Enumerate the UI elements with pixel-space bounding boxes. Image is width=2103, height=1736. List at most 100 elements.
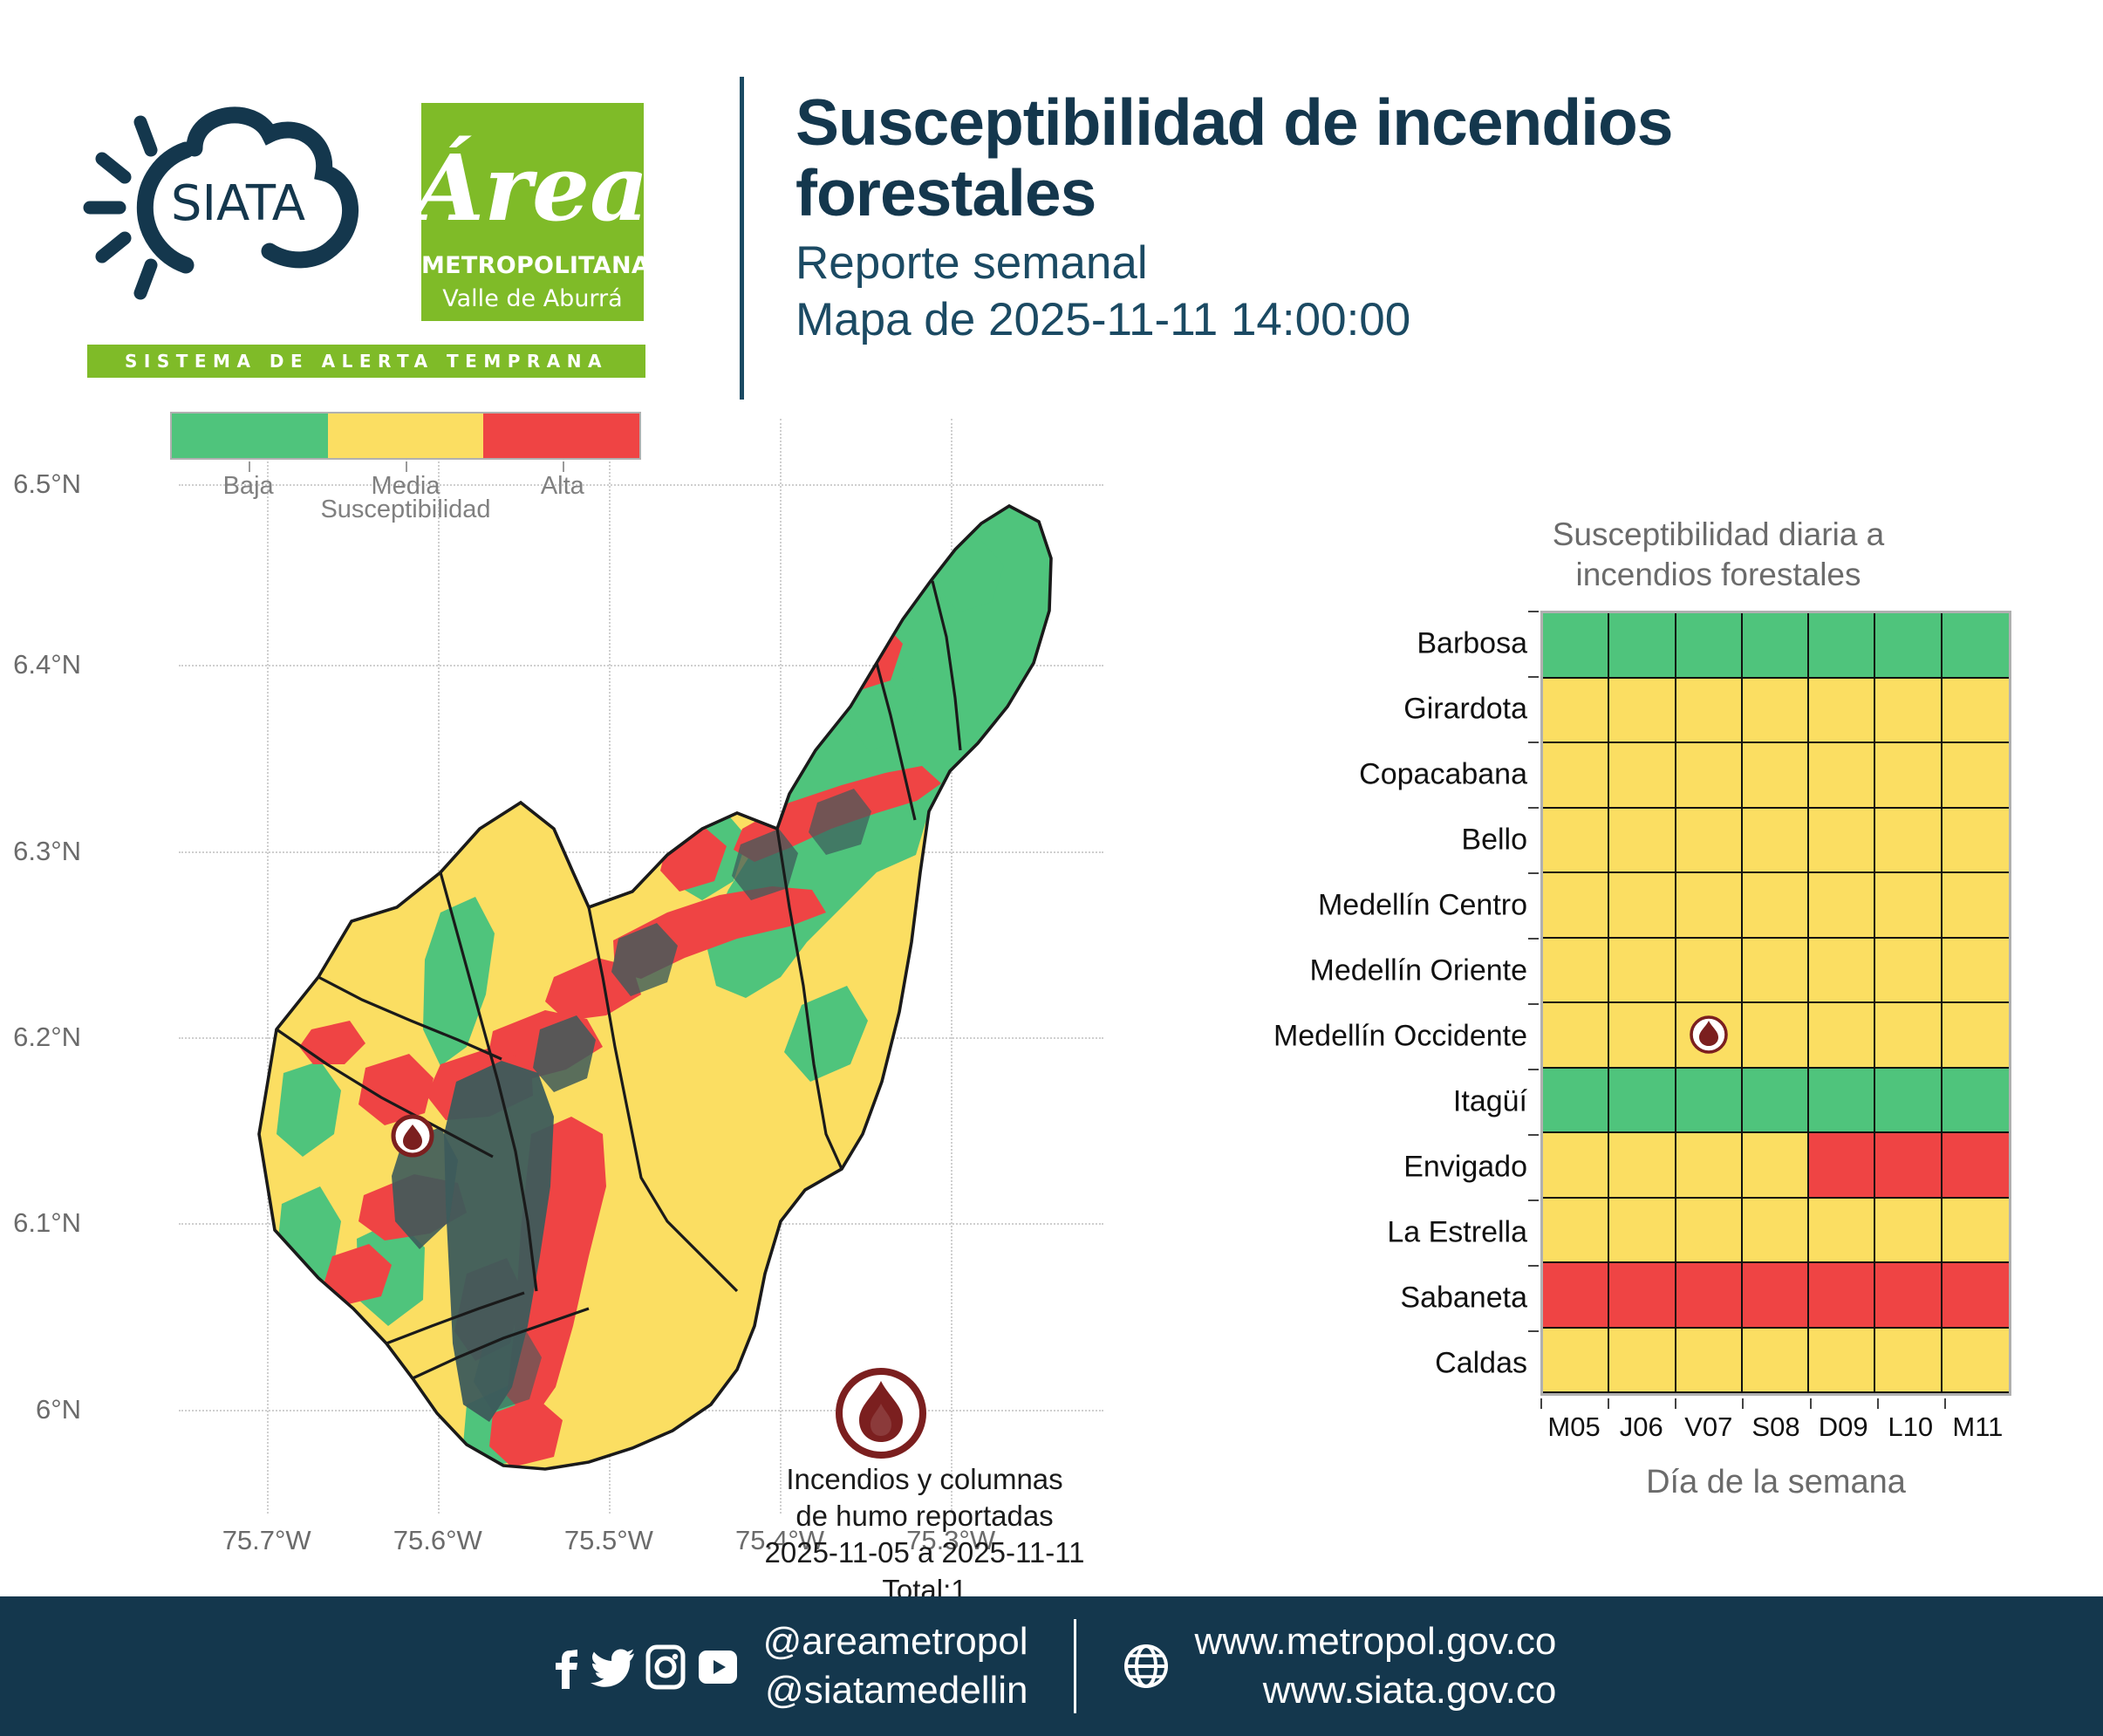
heatmap-cell[interactable] bbox=[1942, 1263, 2009, 1329]
heatmap-cell[interactable] bbox=[1676, 678, 1743, 743]
heatmap-cell[interactable] bbox=[1942, 1133, 2009, 1199]
heatmap-cell[interactable] bbox=[1809, 938, 1876, 1003]
heatmap-cell[interactable] bbox=[1676, 613, 1743, 679]
heatmap-cell[interactable] bbox=[1875, 678, 1943, 743]
heatmap-cell[interactable] bbox=[1809, 678, 1876, 743]
handle-areametropol[interactable]: @areametropol bbox=[762, 1619, 1028, 1663]
heatmap-cell[interactable] bbox=[1809, 1068, 1876, 1133]
susceptibility-heatmap[interactable] bbox=[1540, 611, 2011, 1396]
heatmap-cell[interactable] bbox=[1875, 1133, 1943, 1199]
heatmap-cell[interactable] bbox=[1742, 1068, 1810, 1133]
heatmap-cell[interactable] bbox=[1809, 1328, 1876, 1393]
instagram-icon[interactable] bbox=[645, 1642, 686, 1691]
heatmap-cell[interactable] bbox=[1742, 1198, 1810, 1263]
heatmap-cell[interactable] bbox=[1742, 1003, 1810, 1069]
heatmap-cell[interactable] bbox=[1942, 1003, 2009, 1069]
heatmap-cell[interactable] bbox=[1875, 1263, 1943, 1329]
heatmap-cell[interactable] bbox=[1676, 1263, 1743, 1329]
fire-icon bbox=[836, 1368, 926, 1459]
heatmap-cell[interactable] bbox=[1676, 808, 1743, 873]
heatmap-cell[interactable] bbox=[1676, 1133, 1743, 1199]
heatmap-row-label: Girardota bbox=[1403, 692, 1527, 725]
heatmap-cell[interactable] bbox=[1875, 613, 1943, 679]
heatmap-cell[interactable] bbox=[1609, 808, 1676, 873]
heatmap-cell[interactable] bbox=[1676, 938, 1743, 1003]
heatmap-cell[interactable] bbox=[1809, 1198, 1876, 1263]
heatmap-cell[interactable] bbox=[1609, 1133, 1676, 1199]
facebook-icon[interactable] bbox=[547, 1642, 582, 1691]
heatmap-cell[interactable] bbox=[1742, 1133, 1810, 1199]
heatmap-col-tick bbox=[1540, 1398, 1542, 1409]
heatmap-cell[interactable] bbox=[1609, 1198, 1676, 1263]
heatmap-cell[interactable] bbox=[1942, 938, 2009, 1003]
heatmap-cell[interactable] bbox=[1543, 1198, 1610, 1263]
heatmap-cell[interactable] bbox=[1742, 1263, 1810, 1329]
web-group: www.metropol.gov.co www.siata.gov.co bbox=[1122, 1617, 1557, 1716]
heatmap-cell[interactable] bbox=[1942, 678, 2009, 743]
heatmap-cell[interactable] bbox=[1875, 1003, 1943, 1069]
heatmap-cell[interactable] bbox=[1942, 873, 2009, 939]
heatmap-cell[interactable] bbox=[1809, 1003, 1876, 1069]
heatmap-cell[interactable] bbox=[1942, 743, 2009, 809]
heatmap-cell[interactable] bbox=[1609, 613, 1676, 679]
heatmap-cell[interactable] bbox=[1875, 808, 1943, 873]
heatmap-cell[interactable] bbox=[1942, 1328, 2009, 1393]
heatmap-cell[interactable] bbox=[1609, 1263, 1676, 1329]
heatmap-cell[interactable] bbox=[1543, 1263, 1610, 1329]
heatmap-cell[interactable] bbox=[1676, 1328, 1743, 1393]
heatmap-cell[interactable] bbox=[1543, 613, 1610, 679]
heatmap-cell[interactable] bbox=[1609, 743, 1676, 809]
heatmap-cell[interactable] bbox=[1609, 1003, 1676, 1069]
heatmap-cell[interactable] bbox=[1742, 938, 1810, 1003]
heatmap-cell[interactable] bbox=[1676, 1198, 1743, 1263]
heatmap-cell[interactable] bbox=[1676, 743, 1743, 809]
heatmap-cell[interactable] bbox=[1543, 1003, 1610, 1069]
heatmap-cell[interactable] bbox=[1742, 613, 1810, 679]
heatmap-cell[interactable] bbox=[1742, 678, 1810, 743]
twitter-icon[interactable] bbox=[590, 1642, 636, 1691]
youtube-icon[interactable] bbox=[695, 1642, 741, 1691]
heatmap-cell[interactable] bbox=[1676, 1068, 1743, 1133]
heatmap-cell[interactable] bbox=[1609, 1328, 1676, 1393]
heatmap-cell[interactable] bbox=[1875, 938, 1943, 1003]
heatmap-cell[interactable] bbox=[1676, 1003, 1743, 1069]
legend-ticks: Baja Media Alta bbox=[170, 461, 641, 500]
heatmap-cell[interactable] bbox=[1543, 1328, 1610, 1393]
heatmap-cell[interactable] bbox=[1809, 873, 1876, 939]
page-header: SIATA Área METROPOLITANA Valle de Aburrá… bbox=[0, 0, 2103, 401]
link-siata[interactable]: www.siata.gov.co bbox=[1262, 1669, 1557, 1712]
heatmap-cell[interactable] bbox=[1543, 743, 1610, 809]
heatmap-cell[interactable] bbox=[1543, 678, 1610, 743]
heatmap-cell[interactable] bbox=[1543, 873, 1610, 939]
heatmap-cell[interactable] bbox=[1543, 1068, 1610, 1133]
heatmap-cell[interactable] bbox=[1609, 938, 1676, 1003]
heatmap-cell[interactable] bbox=[1942, 1068, 2009, 1133]
heatmap-cell[interactable] bbox=[1742, 743, 1810, 809]
heatmap-cell[interactable] bbox=[1809, 1263, 1876, 1329]
heatmap-cell[interactable] bbox=[1942, 613, 2009, 679]
heatmap-cell[interactable] bbox=[1809, 1133, 1876, 1199]
heatmap-cell[interactable] bbox=[1875, 743, 1943, 809]
heatmap-cell[interactable] bbox=[1742, 873, 1810, 939]
heatmap-cell[interactable] bbox=[1942, 1198, 2009, 1263]
heatmap-cell[interactable] bbox=[1543, 938, 1610, 1003]
heatmap-cell[interactable] bbox=[1809, 743, 1876, 809]
heatmap-cell[interactable] bbox=[1543, 808, 1610, 873]
heatmap-cell[interactable] bbox=[1942, 808, 2009, 873]
link-metropol[interactable]: www.metropol.gov.co bbox=[1194, 1619, 1557, 1663]
heatmap-cell[interactable] bbox=[1742, 808, 1810, 873]
heatmap-cell[interactable] bbox=[1543, 1133, 1610, 1199]
heatmap-cell[interactable] bbox=[1742, 1328, 1810, 1393]
heatmap-cell[interactable] bbox=[1875, 873, 1943, 939]
handle-siatamedellin[interactable]: @siatamedellin bbox=[765, 1669, 1028, 1712]
heatmap-cell[interactable] bbox=[1875, 1068, 1943, 1133]
heatmap-cell[interactable] bbox=[1676, 873, 1743, 939]
heatmap-cell[interactable] bbox=[1609, 678, 1676, 743]
heatmap-cell[interactable] bbox=[1809, 613, 1876, 679]
heatmap-cell[interactable] bbox=[1875, 1328, 1943, 1393]
heatmap-cell[interactable] bbox=[1809, 808, 1876, 873]
heatmap-cell[interactable] bbox=[1609, 873, 1676, 939]
map-ylabel: 6°N bbox=[35, 1393, 81, 1425]
heatmap-cell[interactable] bbox=[1609, 1068, 1676, 1133]
heatmap-cell[interactable] bbox=[1875, 1198, 1943, 1263]
